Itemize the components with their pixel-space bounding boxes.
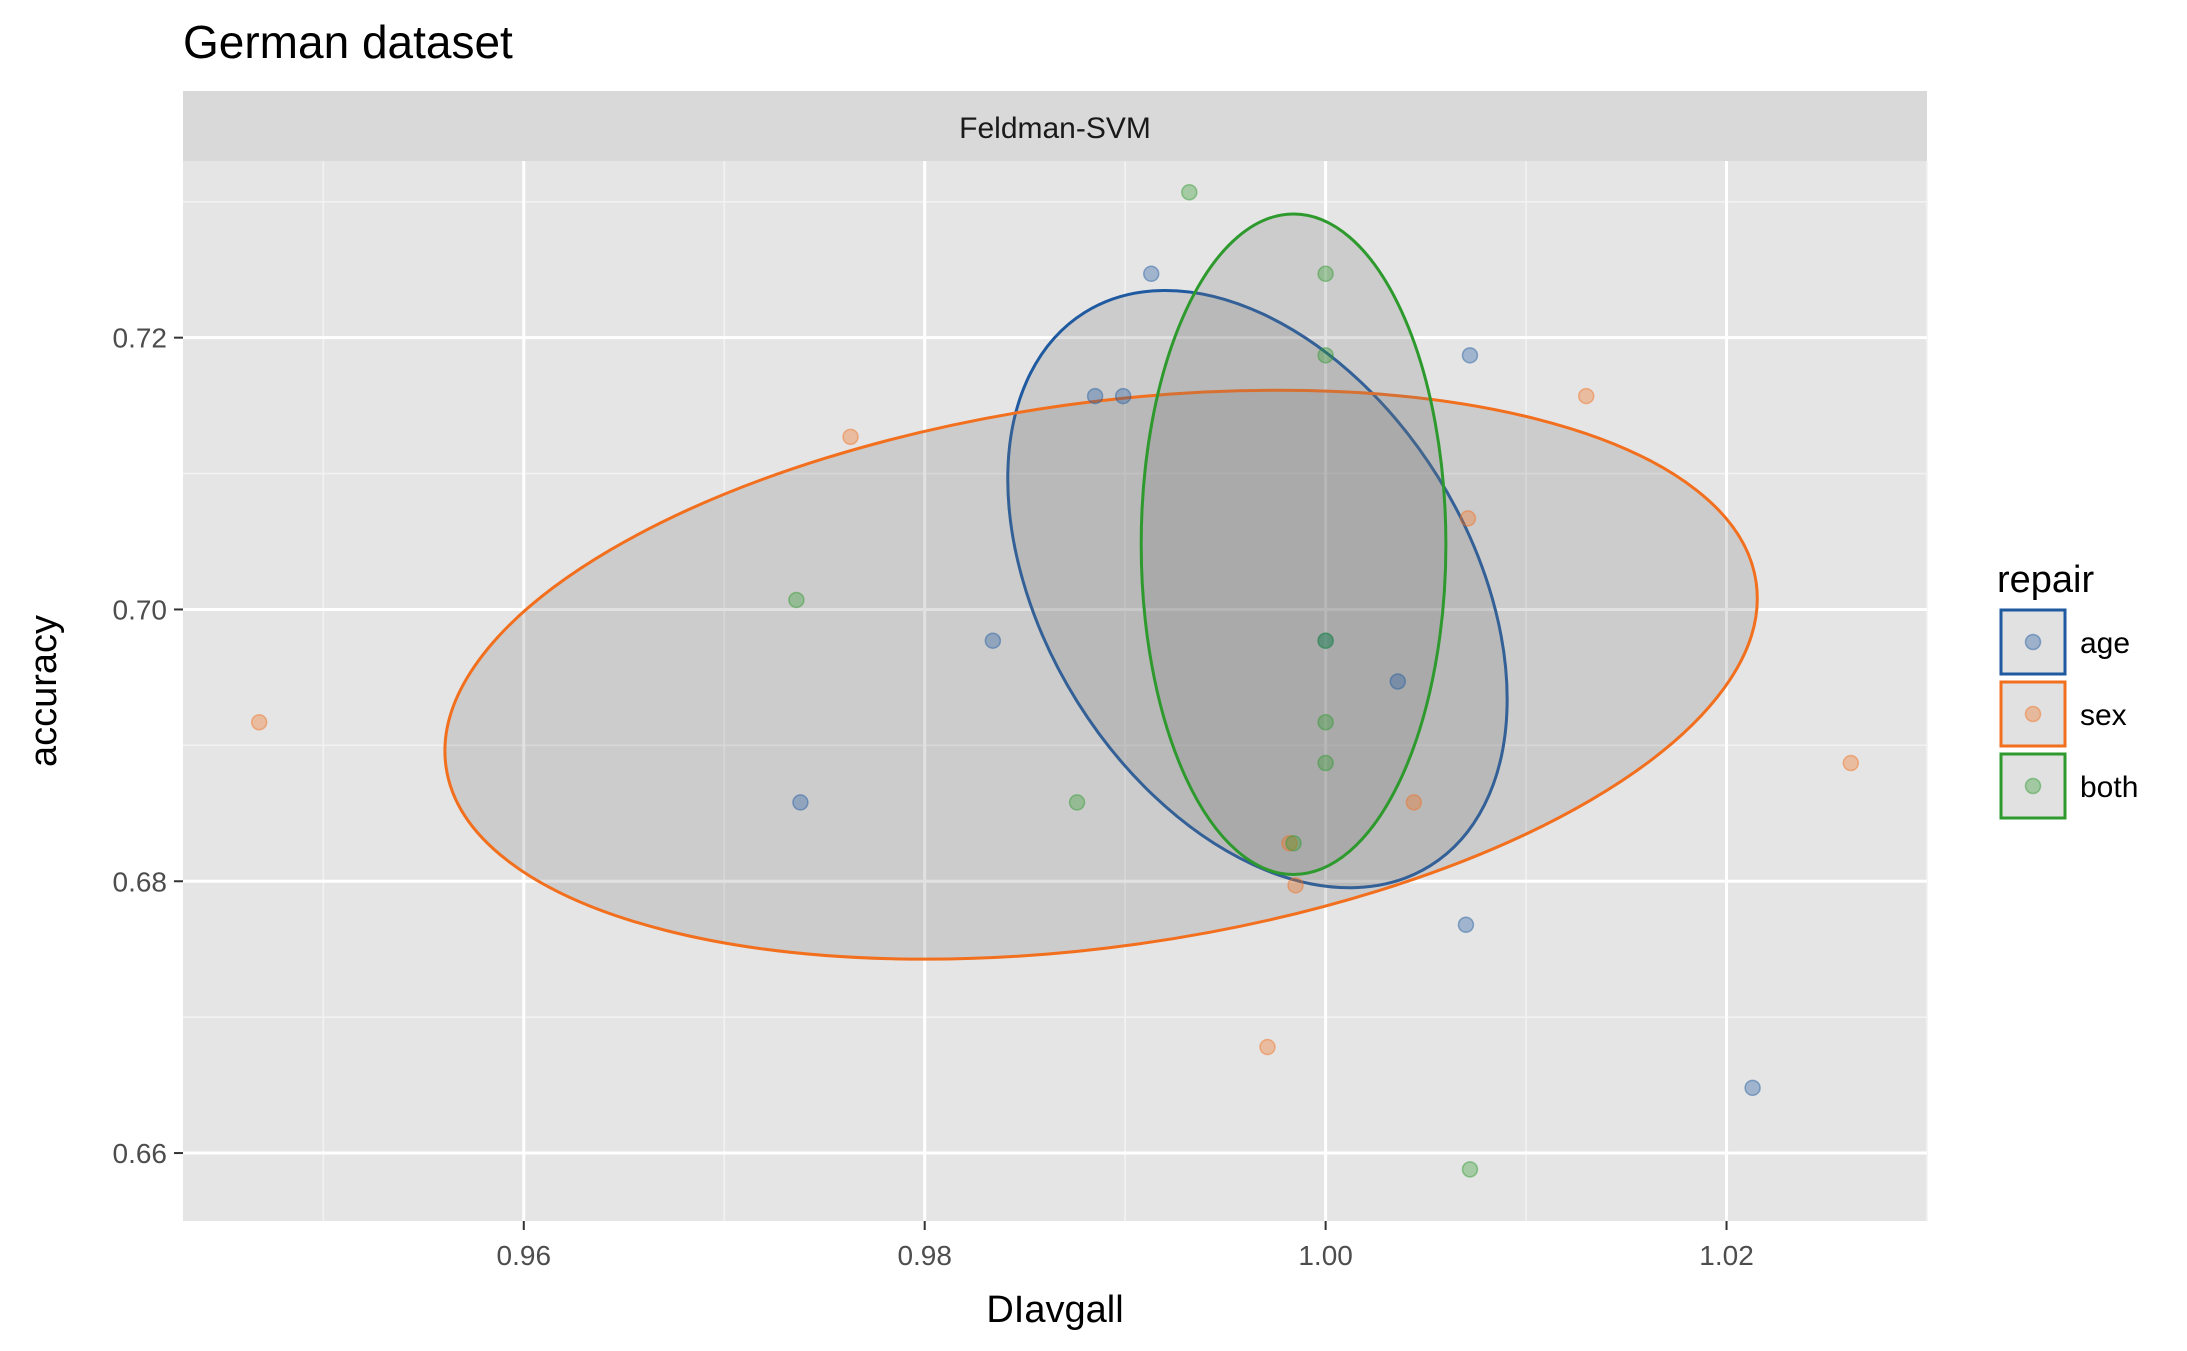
chart-title: German dataset <box>183 16 513 68</box>
point-sex <box>842 428 859 446</box>
point-both <box>1317 347 1334 364</box>
point-sex <box>1287 877 1304 894</box>
data-points <box>250 184 1860 1178</box>
point-both <box>1181 184 1198 201</box>
point-age <box>1461 347 1479 364</box>
facet-label: Feldman-SVM <box>959 112 1151 145</box>
legend-label-age: age <box>2080 627 2130 660</box>
point-sex <box>1281 834 1298 852</box>
x-axis-title: DIavgall <box>986 1289 1123 1331</box>
point-sex <box>1577 387 1595 405</box>
legend-key-age <box>1999 608 2067 676</box>
point-age <box>792 794 809 811</box>
point-both <box>1317 714 1334 731</box>
y-tick-label: 0.66 <box>113 1138 168 1169</box>
ellipse-age <box>1006 288 1509 890</box>
legend: repair age sex both <box>1997 559 2138 820</box>
x-tick-label: 1.00 <box>1298 1240 1353 1271</box>
point-both <box>1285 834 1302 852</box>
axes: 0.96 0.98 1.00 1.02 0.66 0.68 0.70 0.72 <box>113 323 1754 1271</box>
point-age <box>1317 632 1334 649</box>
point-age <box>1744 1079 1761 1097</box>
point-age <box>1086 387 1104 405</box>
confidence-ellipses <box>443 212 1759 961</box>
point-both <box>1461 1161 1479 1178</box>
point-sex <box>1842 754 1860 772</box>
x-tick-label: 0.98 <box>897 1240 952 1271</box>
legend-key-sex <box>1999 680 2067 748</box>
legend-label-sex: sex <box>2080 699 2127 732</box>
x-tick-label: 1.02 <box>1699 1240 1754 1271</box>
point-both <box>1317 265 1334 283</box>
point-sex <box>1459 510 1477 527</box>
y-tick-label: 0.72 <box>113 323 168 354</box>
legend-key-both <box>1999 752 2067 820</box>
point-sex <box>250 714 268 731</box>
point-both <box>1068 794 1086 811</box>
point-age <box>1114 387 1132 405</box>
ellipse-both <box>1139 212 1448 876</box>
point-sex <box>1405 794 1423 811</box>
y-tick-label: 0.70 <box>113 594 168 625</box>
point-both <box>1317 754 1334 772</box>
point-age <box>1142 265 1160 283</box>
grid-lines <box>183 161 1928 1221</box>
point-both <box>788 591 805 609</box>
point-sex <box>1259 1038 1276 1056</box>
point-age <box>1457 916 1475 933</box>
facet-strip <box>183 91 1927 161</box>
legend-point-both <box>2024 777 2042 795</box>
point-both <box>1317 632 1334 649</box>
legend-point-sex <box>2024 705 2042 723</box>
legend-label-both: both <box>2080 771 2138 804</box>
ellipse-sex <box>443 388 1759 961</box>
y-tick-label: 0.68 <box>113 866 168 897</box>
point-age <box>1389 673 1407 690</box>
legend-title: repair <box>1997 559 2094 601</box>
x-tick-label: 0.96 <box>497 1240 552 1271</box>
y-axis-title: accuracy <box>23 615 65 767</box>
legend-point-age <box>2024 633 2042 651</box>
point-age <box>984 632 1002 649</box>
